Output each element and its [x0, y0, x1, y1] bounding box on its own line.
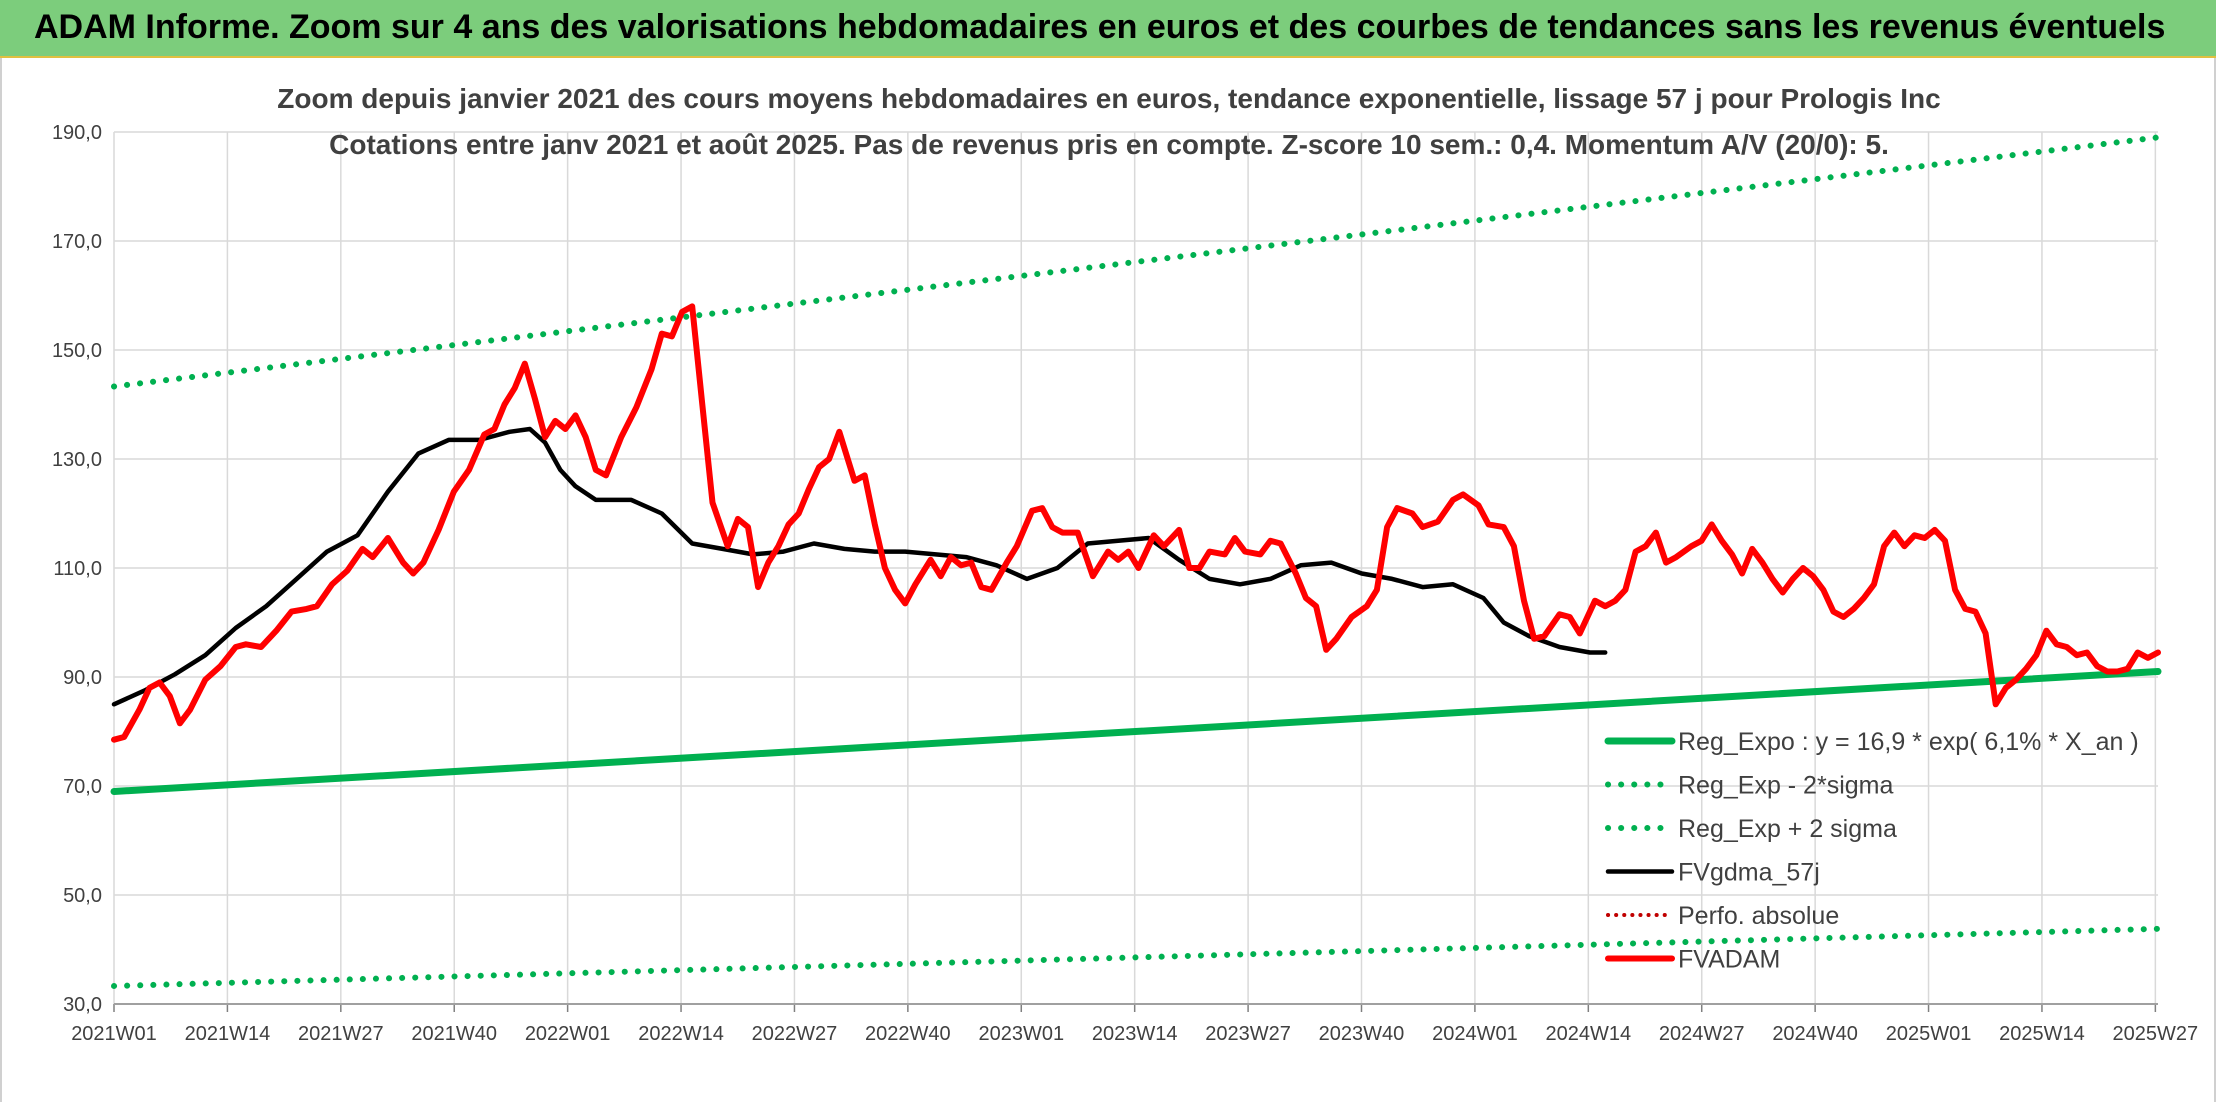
series-line-2: [111, 134, 2161, 390]
series-line-1: [111, 925, 2161, 989]
x-tick-label: 2023W27: [1205, 1023, 1291, 1045]
x-tick-label: 2022W27: [752, 1023, 838, 1045]
y-tick-label: 90,0: [63, 667, 102, 689]
x-tick-label: 2021W40: [411, 1023, 497, 1045]
y-tick-label: 50,0: [63, 885, 102, 907]
series-line-0: [110, 668, 2162, 795]
y-tick-label: 130,0: [52, 449, 102, 471]
chart-title: Zoom depuis janvier 2021 des cours moyen…: [277, 83, 1940, 114]
x-tick-label: 2023W01: [978, 1023, 1064, 1045]
x-tick-label: 2024W01: [1432, 1023, 1518, 1045]
report-banner: ADAM Informe. Zoom sur 4 ans des valoris…: [0, 0, 2216, 58]
legend-label: FVgdma_57j: [1678, 859, 1820, 887]
legend-label: Reg_Expo : y = 16,9 * exp( 6,1% * X_an ): [1678, 728, 2139, 756]
legend-label: FVADAM: [1678, 946, 1780, 974]
y-tick-label: 30,0: [63, 994, 102, 1016]
x-tick-label: 2024W27: [1659, 1023, 1745, 1045]
x-tick-label: 2024W14: [1546, 1023, 1632, 1045]
x-tick-label: 2021W01: [71, 1023, 157, 1045]
x-tick-label: 2021W14: [185, 1023, 271, 1045]
chart-frame: 30,0 50,0 70,0 90,0 110,0 130,0 150,0 170,0 190,…: [0, 58, 2216, 1102]
y-tick-label: 70,0: [63, 776, 102, 798]
x-tick-label: 2022W14: [638, 1023, 724, 1045]
y-tick-label: 110,0: [53, 558, 102, 580]
x-tick-label: 2021W27: [298, 1023, 384, 1045]
x-tick-label: 2022W40: [865, 1023, 951, 1045]
x-tick-label: 2022W01: [525, 1023, 611, 1045]
series-line-3: [111, 426, 1608, 707]
x-tick-label: 2023W14: [1092, 1023, 1178, 1045]
y-tick-label: 170,0: [52, 231, 102, 253]
legend: Reg_Expo : y = 16,9 * exp( 6,1% * X_an )…: [1604, 728, 2139, 974]
chart-subtitle: Cotations entre janv 2021 et août 2025. …: [329, 129, 1889, 160]
y-tick-label: 150,0: [52, 340, 102, 362]
report-title: ADAM Informe. Zoom sur 4 ans des valoris…: [34, 8, 2166, 46]
x-tick-label: 2025W27: [2113, 1023, 2199, 1045]
line-chart: 30,0 50,0 70,0 90,0 110,0 130,0 150,0 170,0 190,…: [52, 83, 2199, 1045]
legend-label: Perfo. absolue: [1678, 902, 1839, 930]
y-tick-label: 190,0: [52, 122, 102, 144]
series-line-5: [111, 303, 2161, 743]
legend-label: Reg_Exp - 2*sigma: [1678, 772, 1893, 800]
x-tick-label: 2025W01: [1886, 1023, 1972, 1045]
x-tick-label: 2023W40: [1319, 1023, 1405, 1045]
x-tick-label: 2024W40: [1772, 1023, 1858, 1045]
x-tick-label: 2025W14: [1999, 1023, 2085, 1045]
legend-label: Reg_Exp + 2 sigma: [1678, 815, 1897, 843]
